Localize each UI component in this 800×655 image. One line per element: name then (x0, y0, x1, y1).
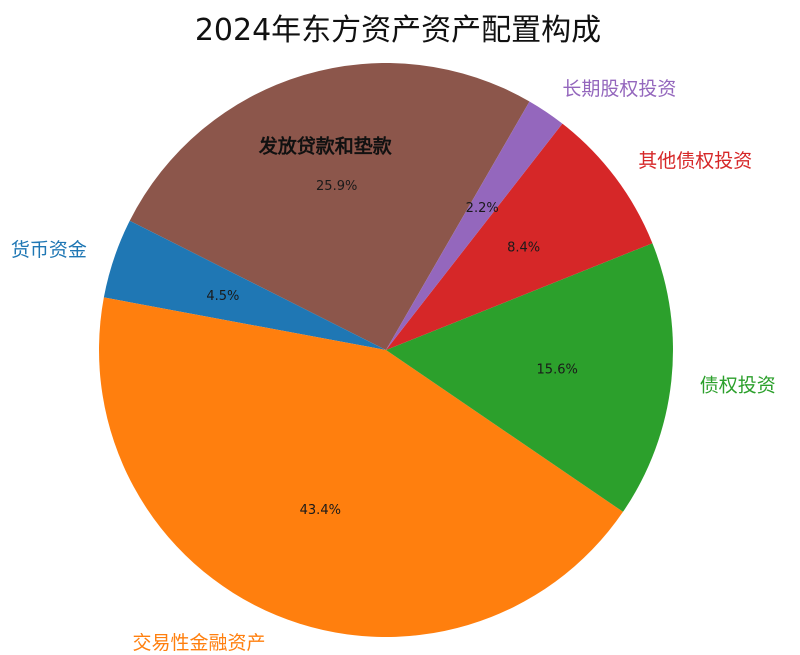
pie-slice (386, 101, 563, 350)
pie-slice (386, 243, 673, 512)
pie-slice (99, 297, 624, 637)
slice-percent-label: 25.9% (316, 179, 357, 194)
slice-category-label: 债权投资 (700, 374, 776, 396)
pie-slice (129, 63, 530, 350)
slice-percent-label: 43.4% (300, 503, 341, 518)
slice-category-label: 货币资金 (11, 239, 87, 261)
slice-percent-label: 8.4% (507, 241, 540, 256)
slice-category-label: 其他债权投资 (638, 150, 752, 172)
slice-percent-label: 4.5% (206, 289, 239, 304)
chart-title: 2024年东方资产资产配置构成 (195, 13, 601, 48)
slice-percent-label: 15.6% (537, 363, 578, 378)
slice-category-label: 长期股权投资 (562, 78, 676, 100)
slice-percent-label: 2.2% (466, 201, 499, 216)
pie-slice (386, 123, 653, 350)
pie-slice (103, 220, 387, 350)
slice-category-label: 发放贷款和垫款 (258, 135, 393, 158)
slice-category-label: 交易性金融资产 (132, 632, 265, 654)
